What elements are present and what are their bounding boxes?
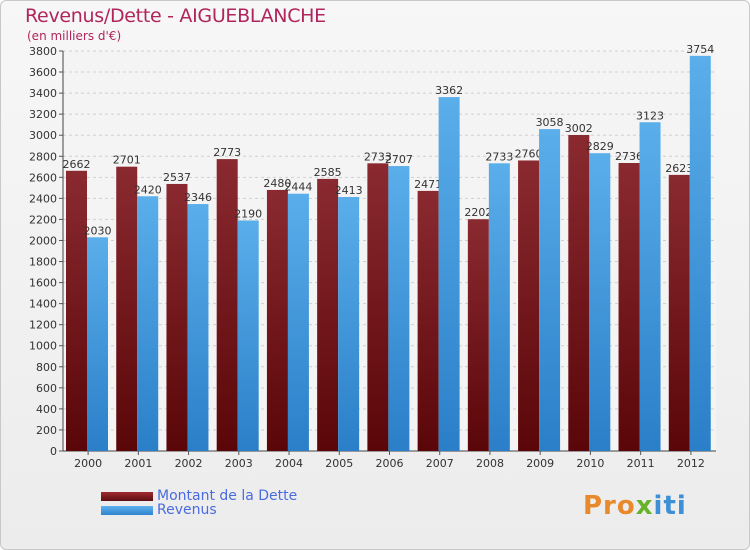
- data-label-revenue: 2413: [335, 184, 363, 197]
- y-tick-label: 1000: [29, 340, 57, 353]
- data-label-revenue: 3362: [435, 84, 463, 97]
- bar-debt: [568, 135, 590, 451]
- bar-revenue: [639, 122, 661, 452]
- chart-title: Revenus/Dette - AIGUEBLANCHE: [25, 5, 326, 27]
- x-tick-label: 2006: [376, 457, 404, 470]
- y-tick-label: 0: [50, 445, 57, 458]
- data-label-debt: 2662: [63, 158, 91, 171]
- y-tick-label: 3200: [29, 108, 57, 121]
- y-tick-label: 1600: [29, 277, 57, 290]
- data-label-debt: 2701: [113, 154, 141, 167]
- data-label-debt: 2585: [314, 166, 342, 179]
- legend-swatch-debt: [101, 491, 153, 501]
- y-tick-label: 3400: [29, 87, 57, 100]
- x-tick-label: 2007: [426, 457, 454, 470]
- bar-revenue: [689, 55, 711, 452]
- bar-revenue: [137, 196, 159, 451]
- bar-debt: [266, 189, 288, 451]
- bar-debt: [367, 163, 389, 451]
- y-tick-label: 3800: [29, 45, 57, 58]
- x-tick-label: 2012: [677, 457, 705, 470]
- data-label-debt: 3002: [565, 122, 593, 135]
- legend-label-revenue: Revenus: [157, 502, 217, 518]
- bar-debt: [668, 174, 690, 452]
- data-label-debt: 2760: [515, 147, 543, 160]
- y-tick-label: 2000: [29, 234, 57, 247]
- bar-revenue: [237, 220, 259, 451]
- chart-subtitle: (en milliers d'€): [27, 29, 122, 43]
- data-label-revenue: 3123: [636, 109, 664, 122]
- bar-revenue: [388, 166, 410, 452]
- data-label-revenue: 2444: [284, 181, 312, 194]
- bar-revenue: [438, 97, 460, 452]
- y-tick-label: 800: [36, 361, 57, 374]
- x-tick-label: 2008: [476, 457, 504, 470]
- y-tick-label: 2600: [29, 171, 57, 184]
- data-label-revenue: 2420: [134, 183, 162, 196]
- y-tick-label: 3600: [29, 66, 57, 79]
- y-tick-label: 2800: [29, 150, 57, 163]
- data-label-debt: 2202: [464, 206, 492, 219]
- bar-revenue: [589, 153, 611, 452]
- data-label-revenue: 2829: [586, 140, 614, 153]
- bar-debt: [417, 190, 439, 452]
- x-tick-label: 2010: [576, 457, 604, 470]
- x-tick-label: 2009: [526, 457, 554, 470]
- x-tick-label: 2004: [275, 457, 303, 470]
- x-tick-label: 2001: [124, 457, 152, 470]
- y-tick-label: 400: [36, 403, 57, 416]
- y-tick-label: 1400: [29, 298, 57, 311]
- y-tick-label: 600: [36, 382, 57, 395]
- data-label-revenue: 2346: [184, 191, 212, 204]
- legend-swatch-revenue: [101, 505, 153, 515]
- bar-debt: [216, 159, 238, 451]
- bar-debt: [166, 183, 188, 451]
- data-label-revenue: 3058: [536, 116, 564, 129]
- data-label-debt: 2736: [615, 150, 643, 163]
- bar-revenue: [338, 197, 360, 451]
- legend-label-debt: Montant de la Dette: [157, 488, 298, 504]
- bar-debt: [66, 170, 87, 451]
- x-tick-label: 2011: [627, 457, 655, 470]
- legend-item-revenue: Revenus: [101, 502, 217, 518]
- data-label-revenue: 2733: [485, 150, 513, 163]
- data-label-debt: 2733: [364, 150, 392, 163]
- y-tick-label: 2400: [29, 192, 57, 205]
- bar-revenue: [287, 193, 309, 451]
- x-tick-label: 2003: [225, 457, 253, 470]
- bar-revenue: [87, 237, 108, 451]
- y-tick-label: 1800: [29, 256, 57, 269]
- brand-logo: Proxiti: [583, 491, 687, 521]
- data-label-revenue: 2190: [234, 207, 262, 220]
- data-label-revenue: 2707: [385, 153, 413, 166]
- x-tick-label: 2002: [175, 457, 203, 470]
- bar-revenue: [187, 204, 209, 451]
- bar-debt: [618, 163, 640, 451]
- x-tick-label: 2005: [325, 457, 353, 470]
- bar-debt: [467, 219, 489, 451]
- y-tick-label: 2200: [29, 213, 57, 226]
- bar-debt: [317, 178, 339, 452]
- legend-item-debt: Montant de la Dette: [101, 488, 297, 504]
- data-label-debt: 2537: [163, 171, 191, 184]
- y-tick-label: 3000: [29, 129, 57, 142]
- y-tick-label: 200: [36, 424, 57, 437]
- data-label-debt: 2480: [263, 177, 291, 190]
- bar-revenue: [539, 129, 561, 451]
- data-label-revenue: 3754: [686, 43, 714, 56]
- data-label-debt: 2773: [213, 146, 241, 159]
- x-tick-label: 2000: [74, 457, 102, 470]
- data-label-revenue: 2030: [84, 224, 112, 237]
- data-label-debt: 2623: [665, 162, 693, 175]
- y-tick-label: 1200: [29, 319, 57, 332]
- bar-revenue: [488, 163, 510, 451]
- data-label-debt: 2471: [414, 178, 442, 191]
- bar-debt: [518, 160, 540, 451]
- bar-debt: [116, 166, 138, 451]
